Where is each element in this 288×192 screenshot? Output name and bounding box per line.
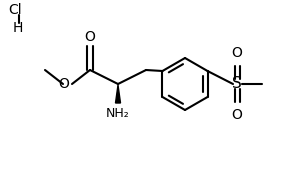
Text: O: O xyxy=(58,77,69,91)
Text: H: H xyxy=(13,21,23,35)
Text: O: O xyxy=(85,30,95,44)
Text: Cl: Cl xyxy=(8,3,22,17)
Text: O: O xyxy=(232,46,242,60)
Text: NH₂: NH₂ xyxy=(106,107,130,120)
Text: S: S xyxy=(232,76,242,92)
Text: O: O xyxy=(232,108,242,122)
Polygon shape xyxy=(115,85,120,103)
